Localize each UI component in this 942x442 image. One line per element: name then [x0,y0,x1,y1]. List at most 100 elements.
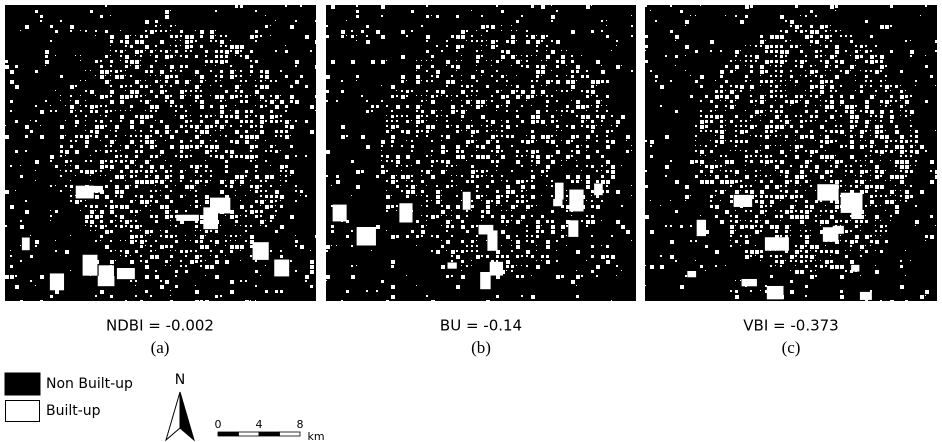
built-up-patch [895,200,896,201]
built-up-patch [835,90,837,92]
built-up-patch [770,130,773,133]
built-up-patch [740,225,744,229]
built-up-patch [487,230,497,250]
built-up-patch [910,55,912,57]
built-up-patch [180,140,183,143]
built-up-patch [120,55,122,57]
built-up-patch [150,115,153,118]
built-up-patch [180,145,184,149]
built-up-patch [601,80,604,83]
built-up-patch [486,85,489,88]
built-up-patch [825,160,827,162]
built-up-patch [725,15,726,16]
built-up-patch [270,175,274,179]
built-up-patch [381,160,382,161]
built-up-patch [290,120,291,121]
built-up-patch [910,140,912,142]
built-up-patch [396,185,399,188]
built-up-patch [280,255,283,258]
built-up-patch [835,60,838,63]
built-up-patch [391,135,395,139]
built-up-patch [130,45,133,48]
built-up-patch [591,165,594,168]
built-up-patch [536,205,537,206]
built-up-patch [466,160,467,161]
built-up-patch [800,30,803,33]
built-up-patch [800,260,803,263]
built-up-patch [551,5,552,6]
built-up-patch [785,210,789,214]
built-up-patch [830,95,833,98]
built-up-patch [426,120,427,121]
built-up-patch [850,110,854,114]
built-up-patch [720,70,724,74]
built-up-patch [456,185,457,186]
built-up-patch [795,140,796,141]
built-up-patch [501,210,502,211]
built-up-patch [200,175,202,177]
built-up-patch [471,155,473,157]
built-up-patch [441,265,445,269]
built-up-patch [745,65,746,66]
built-up-patch [130,200,133,203]
built-up-patch [900,175,904,179]
built-up-patch [551,195,553,197]
built-up-patch [745,165,746,166]
built-up-patch [745,110,746,111]
built-up-patch [185,50,187,52]
built-up-patch [910,125,912,127]
built-up-patch [461,155,465,159]
built-up-patch [416,235,419,238]
built-up-patch [381,100,383,102]
built-up-patch [521,15,523,17]
built-up-patch [880,55,884,59]
built-up-patch [451,235,453,237]
built-up-patch [170,255,173,258]
built-up-patch [506,185,510,189]
built-up-patch [860,245,864,249]
built-up-patch [411,145,414,148]
built-up-patch [491,200,493,202]
built-up-patch [250,50,253,53]
built-up-patch [591,125,595,129]
built-up-patch [130,65,131,66]
built-up-patch [900,180,904,184]
built-up-patch [885,140,888,143]
built-up-patch [436,120,437,121]
built-up-patch [740,185,743,188]
built-up-patch [905,175,907,177]
built-up-patch [22,238,30,251]
built-up-patch [825,205,826,206]
built-up-patch [935,130,936,131]
built-up-patch [150,105,154,109]
built-up-patch [546,135,550,139]
built-up-patch [750,255,752,257]
built-up-patch [240,45,244,49]
built-up-patch [145,265,149,269]
built-up-patch [845,255,848,258]
built-up-patch [820,105,821,106]
built-up-patch [456,195,458,197]
built-up-patch [270,165,271,166]
built-up-patch [210,95,211,96]
built-up-patch [925,240,926,241]
built-up-patch [730,120,733,123]
legend-label: Non Built-up [46,376,133,392]
built-up-patch [481,105,483,107]
built-up-patch [130,110,131,111]
built-up-patch [280,250,282,252]
built-up-patch [235,130,239,134]
built-up-patch [130,90,134,94]
built-up-patch [536,40,540,44]
built-up-patch [880,220,881,221]
built-up-patch [536,225,540,229]
built-up-patch [285,155,289,159]
built-up-patch [810,10,813,13]
built-up-patch [280,185,281,186]
built-up-patch [431,110,435,114]
built-up-patch [616,45,617,46]
built-up-patch [875,125,879,129]
built-up-patch [185,255,187,257]
built-up-patch [366,40,370,44]
built-up-patch [521,120,524,123]
